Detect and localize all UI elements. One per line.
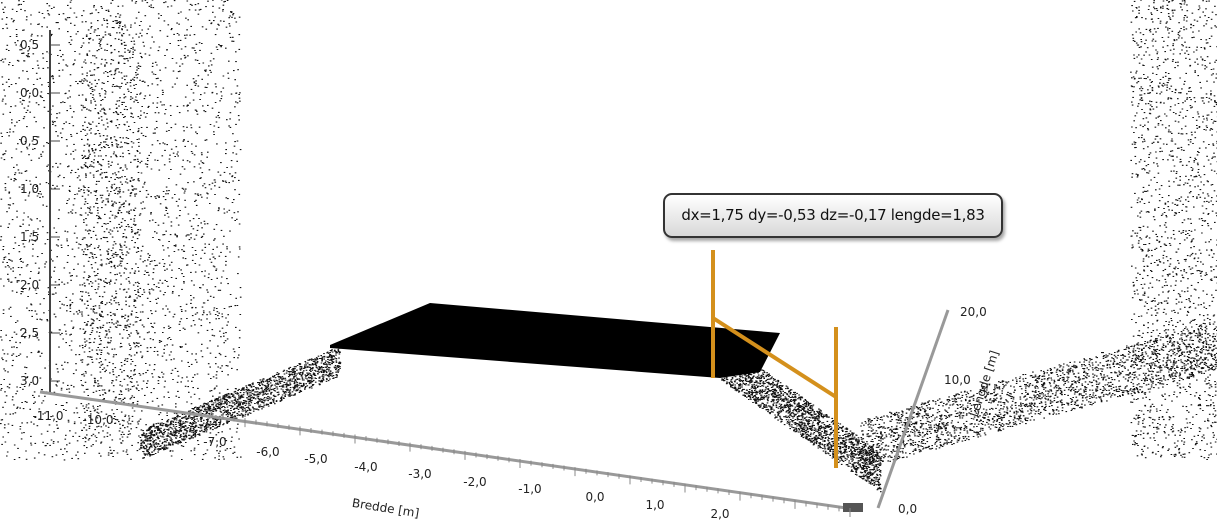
x-tick-label: -3,0 (408, 467, 431, 481)
x-tick-label: -6,0 (256, 445, 279, 459)
measurement-label: dx=1,75 dy=-0,53 dz=-0,17 lengde=1,83 (663, 193, 1003, 238)
x-tick-label: -10,0 (82, 413, 113, 427)
z-tick-label: 0,0 (898, 502, 917, 516)
y-tick-label: 2,0 (20, 278, 39, 292)
x-tick-label: -1,0 (518, 482, 541, 496)
z-tick-label: 20,0 (960, 305, 987, 319)
axis-end (843, 503, 863, 512)
x-axis-title: Bredde [m] (351, 496, 420, 520)
y-tick-label: 0,5 (20, 38, 39, 52)
z-tick-label: 10,0 (944, 373, 971, 387)
x-tick-label: -11,0 (32, 409, 63, 423)
x-tick-label: -2,0 (463, 475, 486, 489)
y-tick-label: 3,0 (20, 374, 39, 388)
viewer: -11,0 -10,0 -7,0 -6,0 -5,0 -4,0 -3,0 -2,0 -1,0 0,… (0, 0, 1217, 524)
point-cloud-view: -11,0 -10,0 -7,0 -6,0 -5,0 -4,0 -3,0 -2,0 -1,0 0,… (0, 0, 1217, 524)
y-tick-label: 1,5 (20, 230, 39, 244)
x-axis (40, 392, 860, 510)
z-axis (878, 310, 948, 508)
y-tick-label: 2,5 (20, 326, 39, 340)
points (0, 0, 1217, 492)
y-tick-label: 1,0 (20, 182, 39, 196)
x-tick-label: 0,0 (585, 490, 604, 504)
y-tick-label: 0,0 (20, 86, 39, 100)
point-cloud (0, 0, 1217, 492)
x-tick-label: -7,0 (203, 435, 226, 449)
x-tick-label: 1,0 (645, 498, 664, 512)
x-tick-label: -4,0 (354, 460, 377, 474)
x-tick-label: -5,0 (304, 452, 327, 466)
x-tick-label: 2,0 (710, 507, 729, 521)
y-tick-label: 0,5 (20, 134, 39, 148)
